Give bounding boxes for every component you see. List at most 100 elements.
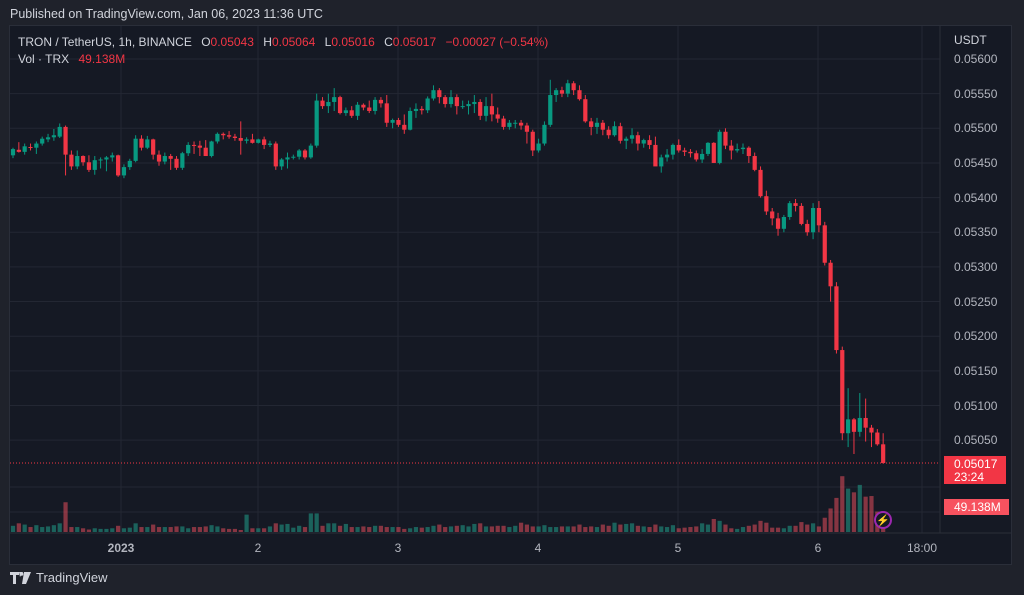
volume-bar <box>635 525 640 532</box>
candle-body <box>226 135 232 137</box>
volume-bar <box>431 525 436 532</box>
candle-body <box>443 97 448 105</box>
price-tick: 0.05250 <box>954 294 998 309</box>
candle-body <box>378 99 384 104</box>
open-value: 0.05043 <box>210 35 254 49</box>
volume-bar <box>729 528 734 532</box>
candle-body <box>361 104 366 108</box>
candle-body <box>110 155 115 158</box>
volume-bar <box>688 527 693 532</box>
volume-bar <box>746 525 751 532</box>
candle-body <box>472 101 477 105</box>
candle-body <box>460 106 465 108</box>
candle-body <box>244 139 249 141</box>
time-tick: 4 <box>534 541 542 555</box>
volume-bar <box>408 528 413 532</box>
volume-bar <box>232 528 238 532</box>
candle-body <box>355 104 360 116</box>
time-tick: 2 <box>254 541 262 555</box>
candle-body <box>810 207 816 233</box>
volume-bar <box>215 526 220 532</box>
currency-label: USDT <box>954 33 987 47</box>
candle-body <box>454 97 459 107</box>
price-tick: 0.05350 <box>954 225 998 240</box>
candle-body <box>495 114 500 119</box>
candle-body <box>51 135 56 138</box>
volume-bar <box>16 523 21 532</box>
volume-bar <box>349 527 354 532</box>
close-label: C <box>384 35 393 49</box>
volume-bar <box>221 528 226 532</box>
candle-body <box>518 122 524 126</box>
candle-body <box>186 144 191 154</box>
volume-bar <box>664 527 670 532</box>
volume-bar <box>197 527 202 532</box>
volume-bar <box>571 526 576 532</box>
volume-bar <box>250 528 255 532</box>
tradingview-logo[interactable]: TradingView <box>10 570 108 585</box>
candle-body <box>559 90 565 94</box>
volume-bar <box>75 527 80 532</box>
volume-bar <box>577 524 582 532</box>
candle-body <box>98 159 103 161</box>
volume-bar <box>805 524 810 532</box>
volume-bar <box>45 526 51 532</box>
candle-body <box>752 156 757 170</box>
symbol-label[interactable]: TRON / TetherUS, 1h, BINANCE <box>18 35 192 49</box>
volume-bar <box>238 530 243 532</box>
candle-body <box>513 122 518 124</box>
candle-body <box>116 155 121 176</box>
price-tick: 0.05550 <box>954 86 998 101</box>
high-label: H <box>263 35 272 49</box>
volume-bar <box>583 527 588 532</box>
lightning-icon[interactable]: ⚡ <box>874 511 892 529</box>
candle-body <box>92 160 97 170</box>
candle-body <box>34 143 39 148</box>
volume-bar <box>168 527 173 532</box>
volume-label[interactable]: Vol · TRX <box>18 52 70 66</box>
candle-body <box>191 144 197 146</box>
volume-bar <box>390 527 395 532</box>
candle-body <box>413 108 419 111</box>
candle-body <box>139 138 144 148</box>
volume-bar <box>437 524 442 532</box>
candle-body <box>57 126 62 137</box>
volume-bar <box>606 525 611 532</box>
candle-body <box>396 119 401 125</box>
price-tick: 0.05450 <box>954 155 998 170</box>
volume-bar <box>501 525 506 532</box>
chart-pane[interactable] <box>9 25 1012 565</box>
volume-bar <box>174 526 179 532</box>
candle-body <box>40 138 45 144</box>
brand-name: TradingView <box>36 570 108 585</box>
candle-body <box>45 137 51 140</box>
volume-bar <box>478 523 483 532</box>
volume-bar <box>840 476 845 532</box>
candle-body <box>104 157 109 160</box>
candle-body <box>156 154 162 162</box>
candle-body <box>285 157 290 160</box>
volume-bar <box>857 484 862 532</box>
volume-bar <box>355 527 360 532</box>
volume-bar <box>705 524 711 532</box>
candle-body <box>343 110 348 114</box>
candle-body <box>80 156 86 163</box>
candle-body <box>846 419 851 434</box>
candle-body <box>372 99 378 111</box>
candle-body <box>250 139 255 143</box>
candle-body <box>600 122 605 130</box>
volume-tag: 49.138M <box>944 499 1009 515</box>
volume-bar <box>589 526 594 532</box>
volume-bar <box>816 526 822 532</box>
volume-bar <box>834 497 839 532</box>
volume-bar <box>828 508 833 532</box>
volume-bar <box>851 492 857 532</box>
candle-body <box>828 262 833 287</box>
volume-bar <box>191 527 197 532</box>
volume-bar <box>279 524 284 532</box>
volume-bar <box>367 527 372 532</box>
volume-bar <box>69 527 74 532</box>
volume-bar <box>536 526 541 532</box>
volume-bar <box>810 523 816 532</box>
